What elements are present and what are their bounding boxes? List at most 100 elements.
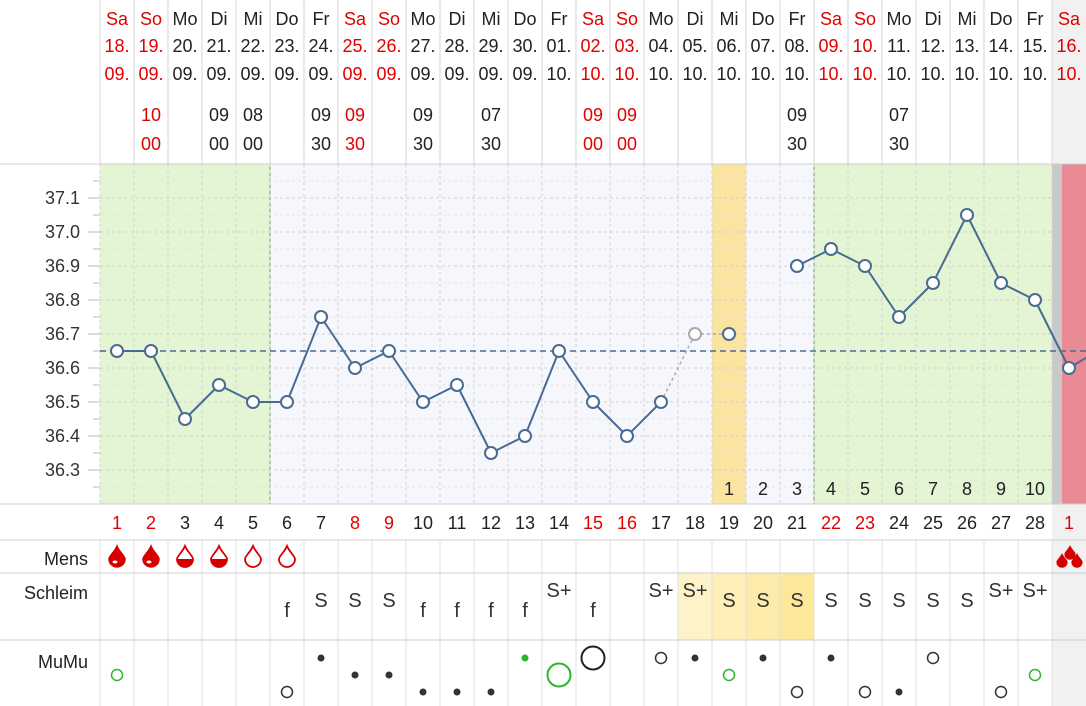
mucus-symbol: f: [488, 600, 494, 622]
cycle-day-label: 18: [685, 513, 705, 533]
month-label: 10.: [750, 64, 775, 84]
weekday-label: So: [140, 9, 162, 29]
time-minute-label: 00: [617, 134, 637, 154]
phase-labels: 1 2 3 4 5 6 7 8 9 10: [724, 479, 1045, 499]
cycle-day-label: 28: [1025, 513, 1045, 533]
mucus-highlight-cell: [678, 573, 712, 640]
next-cycle-menstruation: [1062, 164, 1086, 504]
cycle-day-label: 6: [282, 513, 292, 533]
temperature-segment: [150, 350, 186, 420]
mucus-highlight-cell: [780, 573, 814, 640]
phase-count-label: 4: [826, 479, 836, 499]
month-label: 09.: [410, 64, 435, 84]
cervix-circle-icon: [790, 685, 804, 699]
time-hour-label: 09: [209, 105, 229, 125]
time-minute-label: 00: [209, 134, 229, 154]
cycle-day-label: 3: [180, 513, 190, 533]
phase-count-label: 6: [894, 479, 904, 499]
blood-drop-half-fill: [211, 559, 227, 567]
mens-row-label: Mens: [44, 549, 88, 569]
month-label: 09.: [172, 64, 197, 84]
blood-drop-full: [108, 543, 126, 568]
weekday-label: So: [616, 9, 638, 29]
cycle-day-label: 17: [651, 513, 671, 533]
temperature-point: [722, 327, 736, 341]
cycle-day-label: 26: [957, 513, 977, 533]
temperature-segment-excluded: [660, 333, 696, 403]
cervix-circle-green-icon: [722, 668, 736, 682]
cervix-dot-green-icon: [521, 654, 529, 662]
temperature-segment: [932, 214, 968, 284]
temperature-point-excluded: [688, 327, 702, 341]
temperature-point: [144, 344, 158, 358]
mucus-symbol: f: [420, 600, 426, 622]
phase-count-label: 9: [996, 479, 1006, 499]
weekday-label: Di: [449, 9, 466, 29]
temperature-point: [824, 242, 838, 256]
month-label: 10.: [1056, 64, 1081, 84]
mucus-symbol: S: [314, 590, 327, 612]
time-hour-label: 07: [481, 105, 501, 125]
day-label: 26.: [376, 36, 401, 56]
weekday-label: Do: [275, 9, 298, 29]
temperature-point: [994, 276, 1008, 290]
weekday-label: So: [378, 9, 400, 29]
month-label: 10.: [682, 64, 707, 84]
cycle-day-label: 27: [991, 513, 1011, 533]
time-minute-label: 30: [889, 134, 909, 154]
weekday-label: Mo: [886, 9, 911, 29]
cycle-day-label: 25: [923, 513, 943, 533]
temperature-segment: [524, 350, 560, 437]
month-label: 09.: [206, 64, 231, 84]
cervix-dot-icon: [487, 688, 495, 696]
temperature-segment: [1034, 299, 1070, 369]
month-label: 09.: [478, 64, 503, 84]
day-label: 22.: [240, 36, 265, 56]
temperature-point: [110, 344, 124, 358]
day-label: 07.: [750, 36, 775, 56]
mucus-highlight-cell: [712, 573, 746, 640]
time-minute-label: 00: [141, 134, 161, 154]
month-label: 10.: [614, 64, 639, 84]
y-tick-label: 36.9: [45, 256, 80, 276]
cervix-dot-icon: [317, 654, 325, 662]
weekday-label: Mi: [244, 9, 263, 29]
weekday-label: Fr: [789, 9, 806, 29]
blood-drop-half-fill: [177, 559, 193, 567]
phase-count-label: 7: [928, 479, 938, 499]
blood-drop-icon: [142, 543, 160, 568]
time-hour-label: 09: [617, 105, 637, 125]
cervix-dot-icon: [419, 688, 427, 696]
temperature-point: [620, 429, 634, 443]
cycle-day-label: 20: [753, 513, 773, 533]
y-tick-label: 36.3: [45, 460, 80, 480]
weekday-label: Di: [211, 9, 228, 29]
day-label: 21.: [206, 36, 231, 56]
cervix-dot-icon: [351, 671, 359, 679]
blood-drop-icon: [278, 543, 296, 568]
cycle-day-label: 16: [617, 513, 637, 533]
cycle-day-label: 1: [112, 513, 122, 533]
weekday-label: Mo: [410, 9, 435, 29]
temperature-segment: [864, 265, 900, 318]
time-minute-label: 30: [311, 134, 331, 154]
cycle-day-label: 1: [1064, 513, 1074, 533]
temperature-segment: [898, 282, 934, 318]
blood-drop-outline: [244, 543, 262, 568]
month-label: 10.: [988, 64, 1013, 84]
temperature-segment: [456, 384, 492, 454]
day-label: 09.: [818, 36, 843, 56]
phase-count-label: 8: [962, 479, 972, 499]
temperature-point: [382, 344, 396, 358]
mucus-symbol: S+: [1022, 580, 1047, 602]
blood-drop-icon: [1071, 553, 1083, 568]
time-hour-label: 09: [345, 105, 365, 125]
month-label: 10.: [716, 64, 741, 84]
cervix-circle-icon: [280, 685, 294, 699]
cycle-day-label: 8: [350, 513, 360, 533]
time-minute-label: 30: [787, 134, 807, 154]
cycle-day-row: 1 2 3 4 5 6 7 8 9 10 11 12 13 14 15 16 17 18 19 20 21 22 23 24 2…: [112, 513, 1074, 533]
mumu-row-label: MuMu: [38, 652, 88, 672]
